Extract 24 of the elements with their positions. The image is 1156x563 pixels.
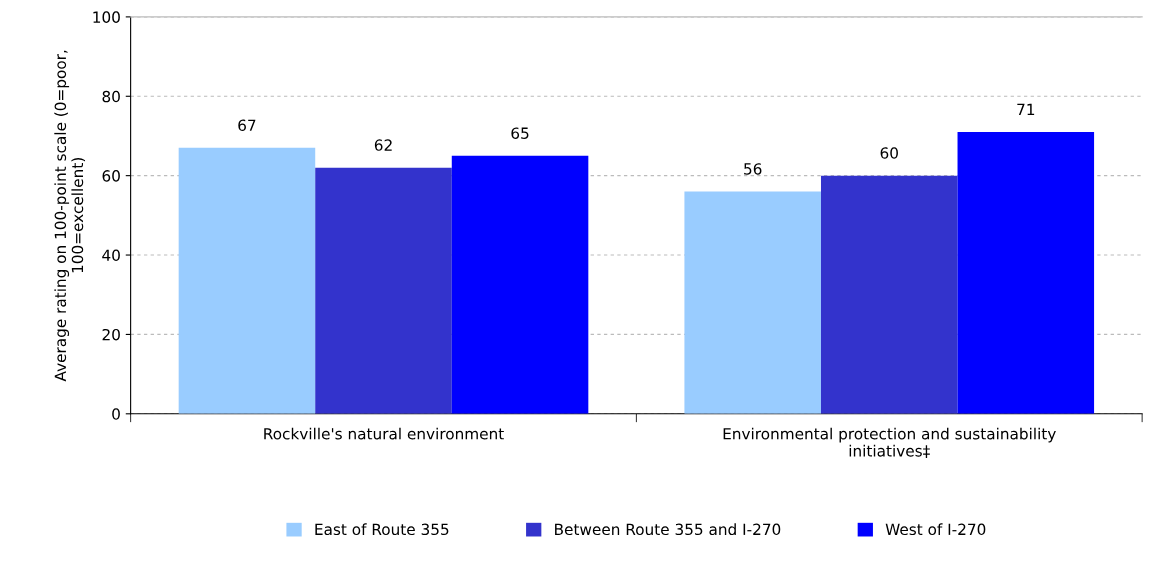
y-tick-label: 40 bbox=[102, 249, 120, 262]
bar bbox=[684, 191, 821, 414]
data-label: 56 bbox=[744, 163, 762, 175]
legend-label: East of Route 355 bbox=[315, 523, 449, 536]
y-tick-label: 0 bbox=[112, 408, 120, 420]
y-tick-label: 20 bbox=[102, 328, 120, 341]
bar bbox=[957, 132, 1095, 414]
bar bbox=[451, 155, 589, 414]
x-tick-label: Environmental protection and sustainability initiatives‡ bbox=[723, 427, 1056, 458]
data-label: 71 bbox=[1017, 103, 1035, 115]
y-tick-label: 60 bbox=[102, 170, 120, 182]
legend-label: Between Route 355 and I-270 bbox=[555, 523, 781, 536]
y-tick-label: 100 bbox=[93, 11, 120, 23]
data-label: 60 bbox=[880, 147, 898, 159]
data-label: 65 bbox=[511, 127, 529, 139]
y-axis-title: Average rating on 100-point scale (0=poor, 100=excellent) bbox=[54, 50, 86, 382]
bar bbox=[315, 167, 452, 414]
bar bbox=[820, 175, 958, 414]
x-tick-label: Rockville's natural environment bbox=[264, 427, 504, 440]
legend-label: West of I-270 bbox=[885, 523, 986, 536]
data-label: 67 bbox=[238, 119, 256, 132]
bar bbox=[178, 147, 316, 414]
data-label: 62 bbox=[374, 139, 392, 151]
y-tick-label: 80 bbox=[102, 90, 120, 103]
